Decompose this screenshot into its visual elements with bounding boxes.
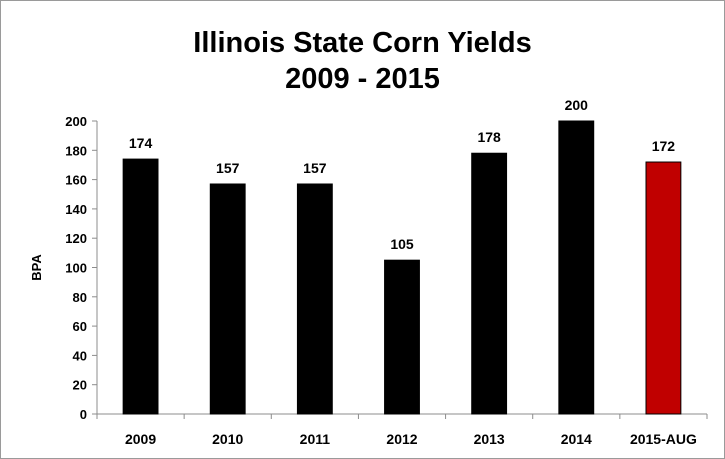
data-label: 105 xyxy=(390,236,414,252)
y-tick-label: 40 xyxy=(73,348,87,363)
y-tick-label: 160 xyxy=(65,173,87,188)
x-tick-label: 2013 xyxy=(474,431,505,447)
data-label-backdrop xyxy=(647,137,680,156)
x-tick-label: 2010 xyxy=(212,431,243,447)
y-tick-label: 80 xyxy=(73,290,87,305)
bar xyxy=(558,120,595,415)
bar xyxy=(471,152,508,415)
x-tick-label: 2015-AUG xyxy=(630,431,697,447)
data-label-backdrop xyxy=(473,128,506,147)
y-axis-title: BPA xyxy=(29,254,44,281)
data-label: 157 xyxy=(216,160,240,176)
bar-highlight xyxy=(645,161,682,415)
data-label: 172 xyxy=(652,138,676,154)
chart-title: Illinois State Corn Yields 2009 - 2015 xyxy=(1,25,724,97)
y-tick-label: 60 xyxy=(73,319,87,334)
y-tick-label: 100 xyxy=(65,261,87,276)
bar-series xyxy=(122,120,682,415)
data-label-backdrop xyxy=(124,134,157,153)
bar xyxy=(296,183,333,415)
data-label-backdrop xyxy=(211,158,244,177)
x-tick-label: 2014 xyxy=(561,431,592,447)
y-axis: 0 20 40 60 80 100 120 140 160 180 200 xyxy=(65,114,98,422)
bar xyxy=(122,158,159,415)
x-tick-label: 2011 xyxy=(300,431,331,447)
data-label: 200 xyxy=(565,97,589,113)
y-tick-label: 140 xyxy=(65,202,87,217)
x-tick-label: 2012 xyxy=(386,431,417,447)
y-tick-label: 20 xyxy=(73,378,87,393)
data-label-backdrop xyxy=(560,96,593,114)
data-labels: 174 157 157 105 178 200 172 xyxy=(124,96,680,254)
data-label-backdrop xyxy=(298,158,331,177)
chart-title-line-1: Illinois State Corn Yields xyxy=(193,27,532,59)
y-tick-label: 0 xyxy=(80,407,87,422)
y-tick-label: 200 xyxy=(65,114,87,129)
data-label: 174 xyxy=(129,135,153,151)
y-tick-label: 120 xyxy=(65,231,87,246)
data-label: 157 xyxy=(303,160,327,176)
chart-title-line-2: 2009 - 2015 xyxy=(285,63,440,95)
bar xyxy=(209,183,246,415)
bar xyxy=(384,259,420,415)
data-label: 178 xyxy=(477,129,501,145)
x-tick-label: 2009 xyxy=(125,431,156,447)
y-tick-label: 180 xyxy=(65,143,87,158)
data-label-backdrop xyxy=(386,235,418,254)
x-axis: 2009 2010 2011 2012 2013 2014 2015-AUG xyxy=(96,413,708,447)
